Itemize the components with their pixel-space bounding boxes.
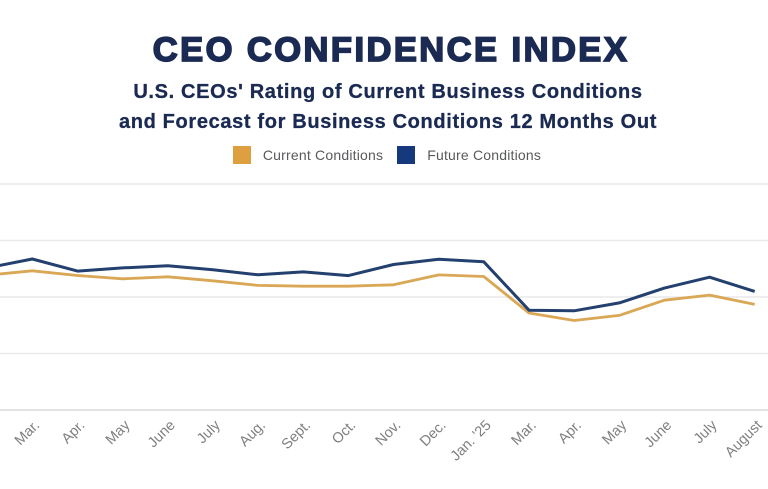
svg-text:August: August	[722, 418, 765, 461]
svg-text:Apr.: Apr.	[555, 418, 585, 448]
svg-text:Oct.: Oct.	[329, 418, 359, 448]
svg-text:Sept.: Sept.	[279, 418, 314, 453]
svg-text:Nov.: Nov.	[373, 418, 405, 450]
svg-text:June: June	[642, 418, 676, 452]
svg-text:Mar.: Mar.	[509, 418, 540, 449]
svg-text:Dec.: Dec.	[417, 418, 449, 450]
svg-text:June: June	[145, 418, 179, 452]
svg-text:Jan. '25: Jan. '25	[448, 418, 495, 465]
svg-text:Mar.: Mar.	[12, 418, 43, 449]
svg-text:Apr.: Apr.	[59, 418, 89, 448]
svg-text:May: May	[599, 417, 630, 448]
svg-text:July: July	[691, 417, 721, 447]
svg-text:July: July	[194, 417, 224, 447]
svg-text:May: May	[103, 417, 134, 448]
svg-text:Aug.: Aug.	[237, 418, 269, 450]
